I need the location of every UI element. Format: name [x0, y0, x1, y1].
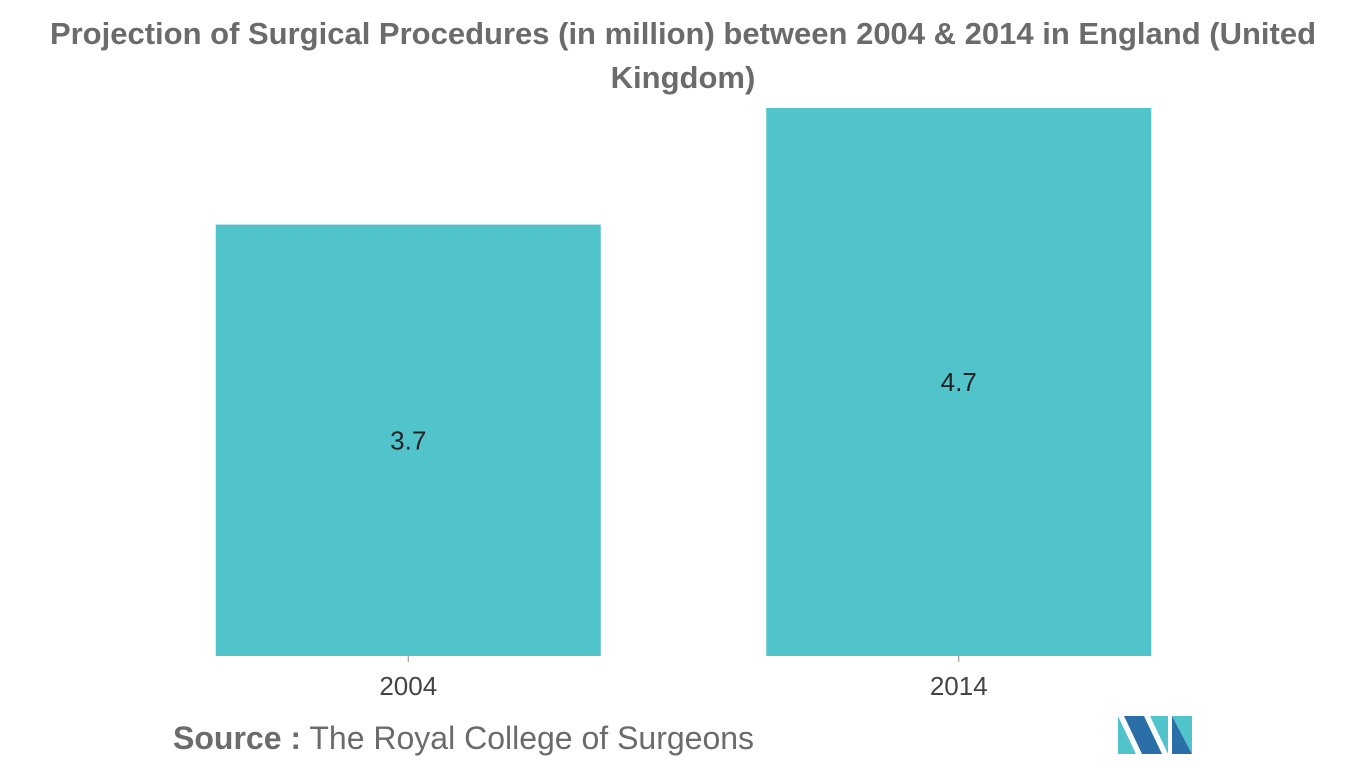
- source-text: The Royal College of Surgeons: [309, 720, 755, 756]
- source-note: Source : The Royal College of Surgeons: [173, 720, 754, 757]
- bar-value-label-2004: 3.7: [390, 425, 426, 455]
- bar-2004: [215, 224, 601, 656]
- x-tick-label-2014: 2014: [930, 671, 988, 701]
- x-tick-label-2004: 2004: [379, 671, 437, 701]
- source-label: Source :: [173, 720, 302, 756]
- bar-2014: [766, 108, 1152, 656]
- chart-title: Projection of Surgical Procedures (in mi…: [49, 16, 1317, 95]
- mordor-logo-icon: [1118, 716, 1192, 754]
- bar-value-label-2014: 4.7: [941, 367, 977, 397]
